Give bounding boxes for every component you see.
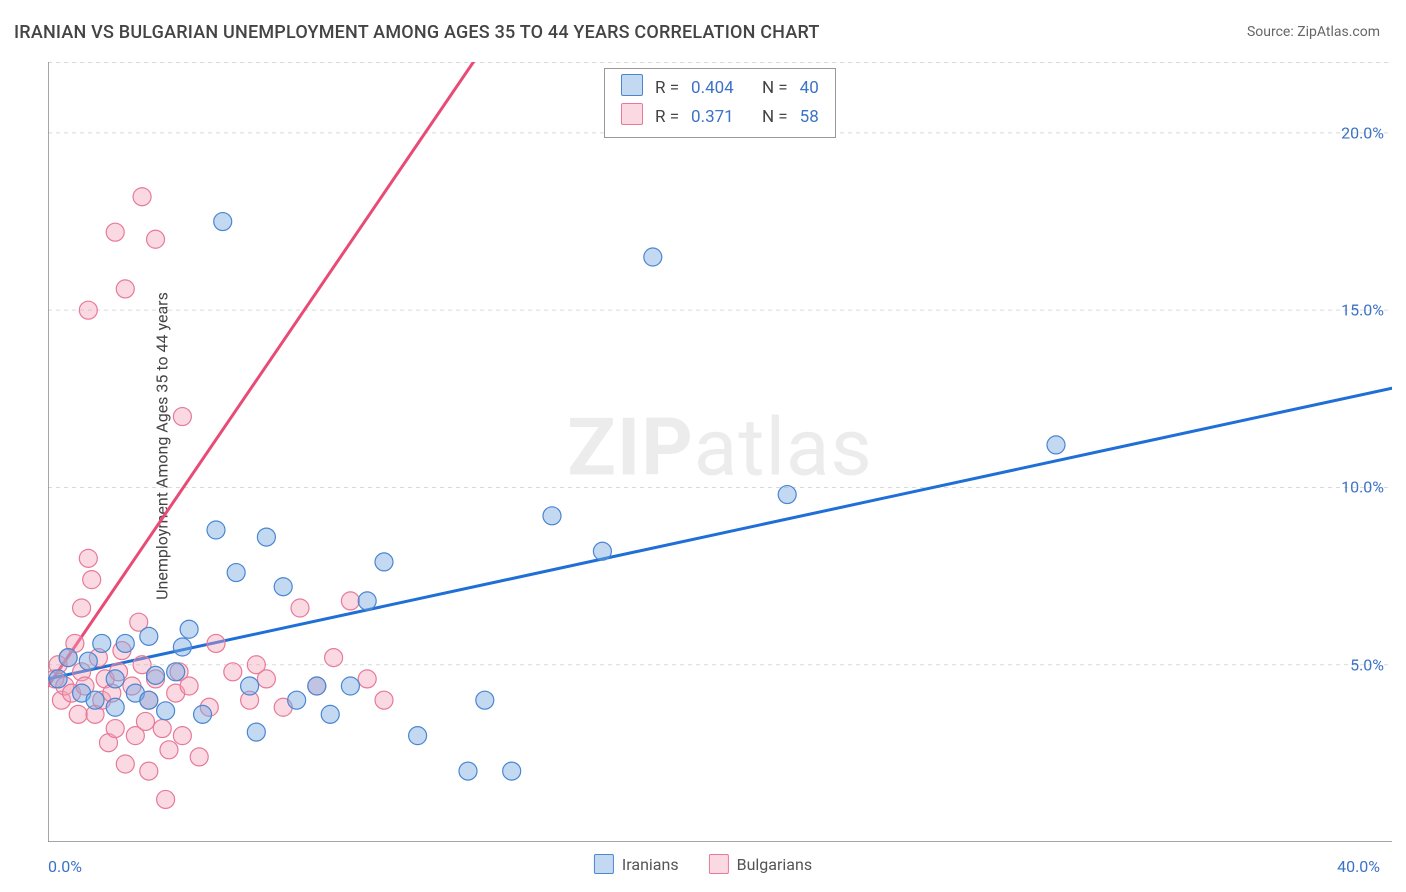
legend-label-iranians: Iranians	[622, 855, 679, 874]
y-tick-label: 20.0%	[1341, 123, 1384, 142]
legend-label-bulgarians: Bulgarians	[737, 855, 812, 874]
grid	[48, 63, 1392, 665]
legend-item-iranians: Iranians	[594, 854, 679, 874]
y-tick-label: 10.0%	[1341, 478, 1384, 497]
source-attribution: Source: ZipAtlas.com	[1247, 24, 1380, 40]
n-value-bulgarians: 58	[794, 102, 825, 131]
series-legend: Iranians Bulgarians	[594, 854, 812, 874]
chart-svg	[48, 62, 1392, 842]
legend-item-bulgarians: Bulgarians	[709, 854, 812, 874]
n-label: N =	[756, 102, 794, 131]
r-value-iranians: 0.404	[685, 73, 740, 102]
swatch-bulgarians-icon	[709, 854, 729, 874]
r-value-bulgarians: 0.371	[685, 102, 740, 131]
plot-area: ZIPatlas R = 0.404 N = 40 R = 0.371 N =	[48, 62, 1392, 842]
n-label: N =	[756, 73, 794, 102]
corr-row-bulgarians: R = 0.371 N = 58	[615, 102, 825, 131]
swatch-iranians-icon	[594, 854, 614, 874]
chart-title: IRANIAN VS BULGARIAN UNEMPLOYMENT AMONG …	[14, 22, 820, 43]
x-axis-max-label: 40.0%	[1337, 857, 1380, 876]
r-label: R =	[649, 73, 685, 102]
n-value-iranians: 40	[794, 73, 825, 102]
swatch-bulgarians-icon	[621, 103, 643, 125]
y-tick-label: 5.0%	[1350, 655, 1384, 674]
correlation-legend: R = 0.404 N = 40 R = 0.371 N = 58	[604, 68, 836, 138]
swatch-iranians-icon	[621, 74, 643, 96]
r-label: R =	[649, 102, 685, 131]
y-tick-label: 15.0%	[1341, 301, 1384, 320]
x-axis-origin-label: 0.0%	[48, 857, 82, 876]
corr-row-iranians: R = 0.404 N = 40	[615, 73, 825, 102]
correlation-chart: IRANIAN VS BULGARIAN UNEMPLOYMENT AMONG …	[0, 0, 1406, 892]
